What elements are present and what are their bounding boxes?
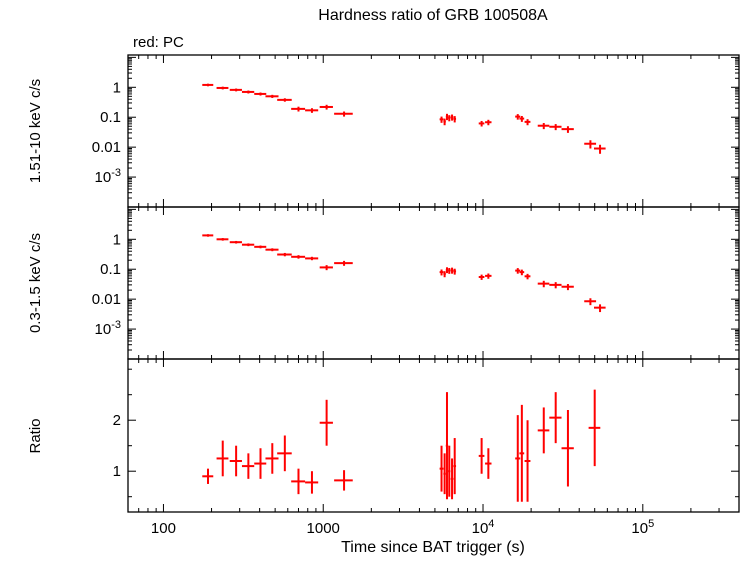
panel-soft-band: 1 0.1 0.01 10-3 [92, 206, 740, 360]
panel-ratio: 12 [113, 358, 740, 513]
y-tick-label-hard-band: 0.01 [92, 139, 121, 156]
y-axis-label-soft-band: 0.3-1.5 keV c/s [27, 233, 44, 333]
x-tick-label: 105 [631, 518, 654, 537]
y-axis-label-hard-band: 1.51-10 keV c/s [27, 79, 44, 183]
series-hard-band [202, 83, 606, 154]
x-tick-label: 1000 [307, 520, 340, 537]
chart-title: Hardness ratio of GRB 100508A [318, 7, 548, 24]
y-axis-label-ratio: Ratio [27, 418, 44, 453]
x-tick-label: 100 [151, 520, 176, 537]
panel-hard-band: 1 0.1 0.01 10-3 [92, 54, 740, 208]
y-tick-label-soft-band: 1 [113, 231, 121, 248]
series-soft-band [202, 234, 606, 313]
series-ratio [202, 389, 601, 502]
y-tick-label-ratio: 1 [113, 463, 121, 480]
y-tick-label-hard-band: 0.1 [100, 109, 121, 126]
y-tick-label-soft-band: 0.01 [92, 291, 121, 308]
mode-legend: red: PC [133, 34, 184, 51]
y-tick-label-ratio: 2 [113, 412, 121, 429]
y-tick-label-hard-band: 10-3 [95, 167, 121, 186]
y-tick-label-hard-band: 1 [113, 79, 121, 96]
y-tick-label-soft-band: 0.1 [100, 261, 121, 278]
x-axis-label: Time since BAT trigger (s) [341, 539, 525, 556]
y-tick-label-soft-band: 10-3 [95, 319, 121, 338]
x-tick-label: 104 [472, 518, 495, 537]
